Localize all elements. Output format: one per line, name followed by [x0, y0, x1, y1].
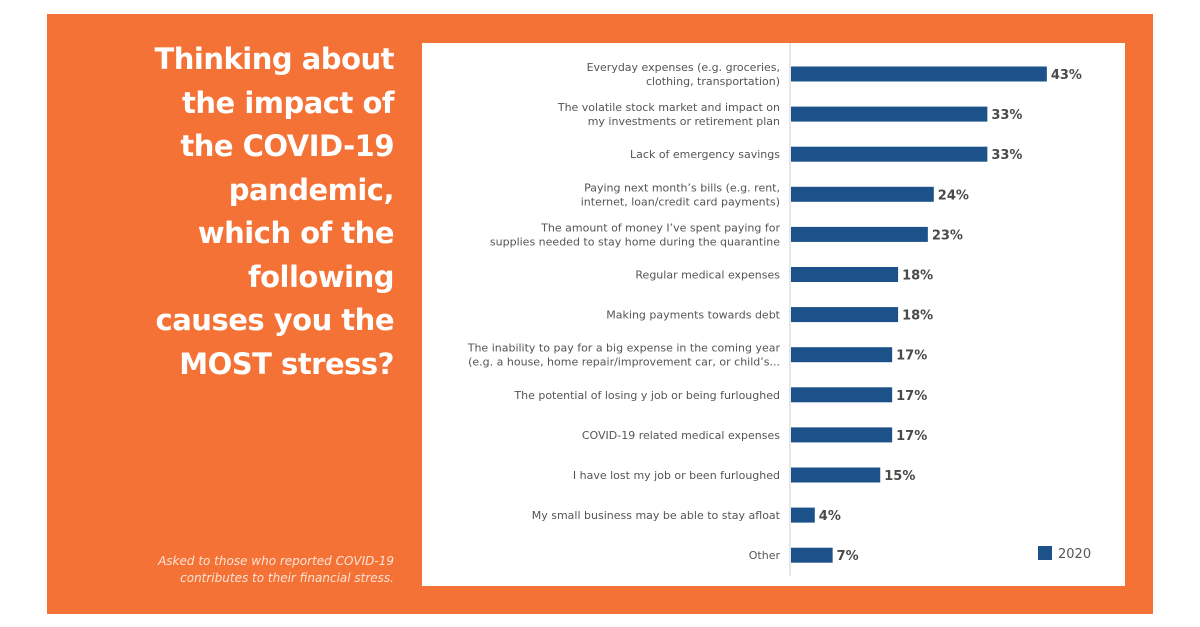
bar: [791, 507, 815, 523]
category-label-line: The inability to pay for a big expense i…: [467, 342, 781, 355]
category-label: Other: [749, 549, 781, 562]
value-label: 18%: [902, 269, 933, 284]
bar-row: Lack of emergency savings 33%: [630, 146, 1022, 163]
category-label-line: The potential of losing y job or being f…: [513, 389, 780, 402]
chart-card: Everyday expenses (e.g. groceries, clothi…: [422, 43, 1125, 586]
category-label: The volatile stock market and impact on m…: [557, 101, 780, 128]
category-label-line: Regular medical expenses: [635, 269, 780, 282]
value-label: 17%: [896, 389, 927, 404]
bar: [791, 106, 988, 122]
bar: [791, 226, 928, 242]
legend-swatch-2020: [1038, 546, 1052, 560]
bar-row: I have lost my job or been furloughed 15%: [573, 467, 915, 484]
bar: [791, 66, 1047, 82]
bar-row: The volatile stock market and impact on m…: [557, 101, 1023, 128]
category-label-line: Everyday expenses (e.g. groceries,: [587, 61, 780, 74]
question-heading: Thinking about the impact of the COVID-1…: [154, 42, 395, 381]
bar-row: Paying next month’s bills (e.g. rent, int…: [581, 181, 969, 208]
category-label-line: The volatile stock market and impact on: [557, 101, 780, 114]
value-label: 43%: [1051, 68, 1082, 83]
bar-row: Regular medical expenses 18%: [635, 267, 933, 284]
bar: [791, 267, 899, 282]
category-label-line: my investments or retirement plan: [588, 115, 780, 128]
category-label-line: supplies needed to stay home during the …: [490, 235, 780, 248]
legend-label-2020: 2020: [1058, 547, 1091, 562]
bar-chart: Everyday expenses (e.g. groceries, clothi…: [467, 43, 1091, 576]
category-label-line: Other: [749, 549, 781, 562]
bar: [791, 547, 833, 563]
bar-row: Making payments towards debt 18%: [606, 307, 933, 324]
value-label: 4%: [819, 509, 841, 524]
bar-row: The inability to pay for a big expense i…: [467, 342, 928, 369]
category-label-line: internet, loan/credit card payments): [581, 195, 780, 208]
category-label-line: Paying next month’s bills (e.g. rent,: [584, 181, 780, 194]
bar: [791, 347, 893, 363]
bar-row: The potential of losing y job or being f…: [513, 387, 927, 404]
bar: [791, 146, 988, 162]
category-label: The potential of losing y job or being f…: [513, 389, 780, 402]
category-label-line: I have lost my job or been furloughed: [573, 469, 780, 482]
bar: [791, 467, 881, 483]
bar: [791, 186, 934, 202]
value-label: 17%: [896, 429, 927, 444]
value-label: 33%: [991, 148, 1022, 163]
category-label: Regular medical expenses: [635, 269, 780, 282]
category-label: Everyday expenses (e.g. groceries, clothi…: [587, 61, 780, 88]
value-label: 15%: [884, 469, 915, 484]
category-label-line: clothing, transportation): [646, 75, 780, 88]
value-label: 33%: [991, 108, 1022, 123]
bar: [791, 427, 893, 443]
bar-row: Other 7%: [749, 547, 859, 564]
category-label-line: COVID-19 related medical expenses: [582, 429, 780, 442]
category-label: The inability to pay for a big expense i…: [467, 342, 781, 369]
category-label: My small business may be able to stay af…: [532, 509, 781, 522]
value-label: 17%: [896, 349, 927, 364]
bar-row: My small business may be able to stay af…: [532, 507, 841, 524]
bar: [791, 307, 899, 323]
value-label: 23%: [932, 228, 963, 243]
category-label-line: Making payments towards debt: [606, 309, 780, 322]
category-label: COVID-19 related medical expenses: [582, 429, 780, 442]
category-label: Paying next month’s bills (e.g. rent, int…: [581, 181, 780, 208]
category-label: The amount of money I’ve spent paying fo…: [490, 221, 781, 248]
value-label: 18%: [902, 309, 933, 324]
footnote: Asked to those who reported COVID-19 con…: [158, 554, 394, 585]
bar-row: Everyday expenses (e.g. groceries, clothi…: [587, 61, 1082, 88]
category-label: I have lost my job or been furloughed: [573, 469, 780, 482]
category-label: Lack of emergency savings: [630, 148, 780, 161]
legend: 2020: [1038, 546, 1091, 562]
bar-row: The amount of money I’ve spent paying fo…: [490, 221, 963, 248]
bar-row: COVID-19 related medical expenses 17%: [582, 427, 927, 444]
category-label-line: My small business may be able to stay af…: [532, 509, 781, 522]
bar: [791, 387, 893, 403]
value-label: 7%: [837, 549, 859, 564]
value-label: 24%: [938, 188, 969, 203]
category-label-line: The amount of money I’ve spent paying fo…: [540, 221, 780, 234]
category-label-line: Lack of emergency savings: [630, 148, 780, 161]
category-label: Making payments towards debt: [606, 309, 780, 322]
category-label-line: (e.g. a house, home repair/improvement c…: [468, 356, 780, 369]
